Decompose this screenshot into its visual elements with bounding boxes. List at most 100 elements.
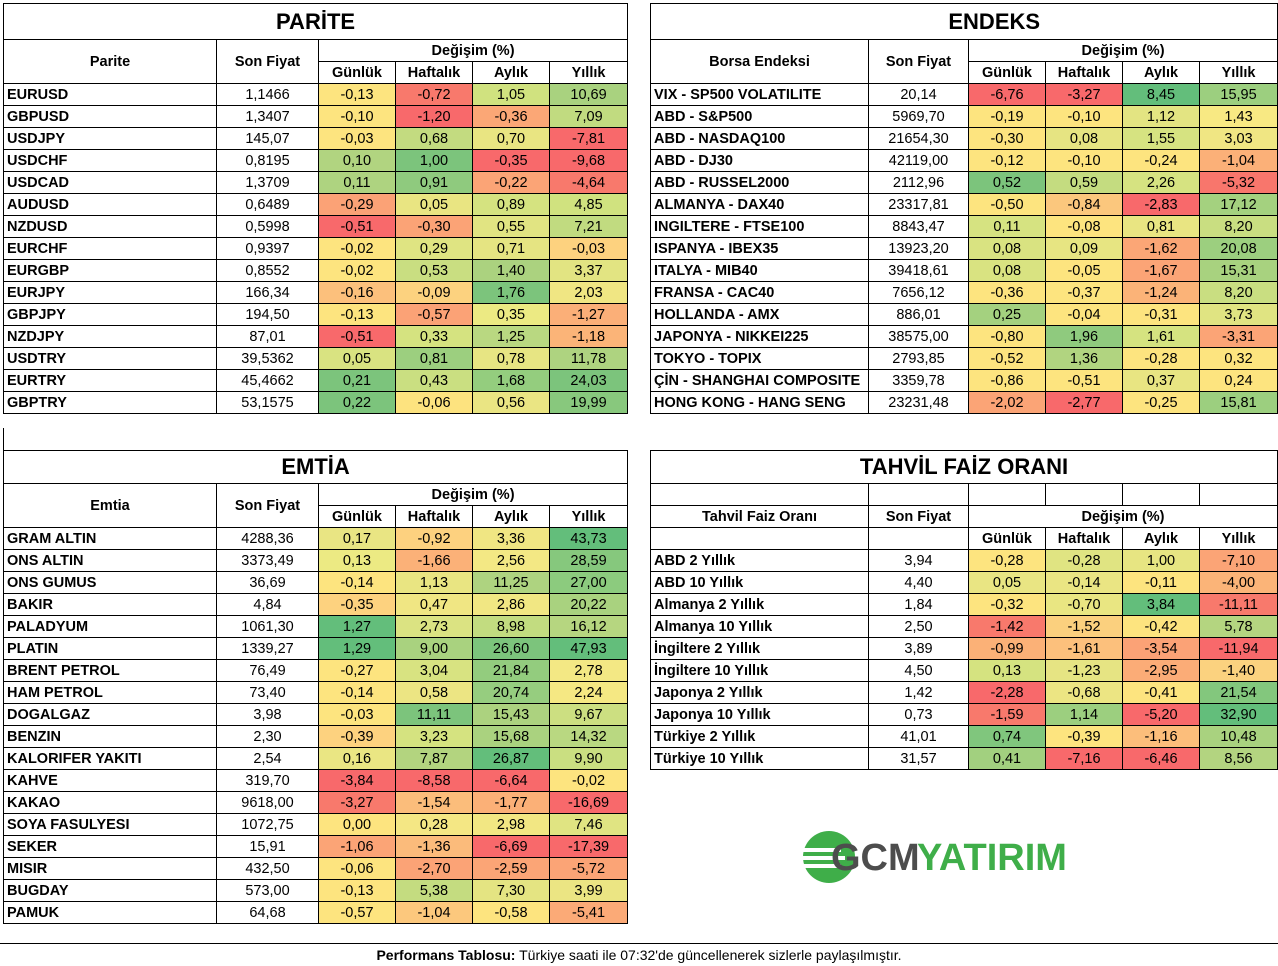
- change-header: Değişim (%): [317, 39, 629, 62]
- blank-cell: [968, 483, 1046, 506]
- last-price: 0,73: [868, 703, 969, 726]
- row-name: ONS ALTIN: [3, 549, 217, 572]
- monthly-change: 0,56: [472, 391, 550, 414]
- yearly-change: 9,90: [548, 747, 629, 770]
- row-name: MISIR: [3, 857, 217, 880]
- table-row: GBPUSD 1,3407 -0,10 -1,20 -0,36 7,09: [3, 105, 629, 128]
- row-name: Türkiye 10 Yıllık: [650, 747, 869, 770]
- last-price: 4,40: [868, 571, 969, 594]
- table-row: Türkiye 2 Yıllık 41,01 0,74 -0,39 -1,16 10,48: [650, 725, 1278, 748]
- weekly-change: -0,05: [1045, 259, 1123, 282]
- daily-change: -0,39: [318, 725, 396, 748]
- blank-cell: [868, 527, 969, 550]
- daily-change: -0,80: [968, 325, 1046, 348]
- monthly-change: -0,22: [472, 171, 550, 194]
- daily-change: -1,06: [318, 835, 396, 858]
- row-name: ABD - RUSSEL2000: [650, 171, 869, 194]
- daily-change: 0,10: [318, 149, 396, 172]
- weekly-change: 5,38: [395, 879, 473, 902]
- daily-change: -0,13: [318, 879, 396, 902]
- monthly-change: -1,16: [1122, 725, 1200, 748]
- last-price: 15,91: [216, 835, 319, 858]
- weekly-change: 0,29: [395, 237, 473, 260]
- yearly-change: 3,73: [1198, 303, 1278, 326]
- weekly-change: -0,28: [1045, 549, 1123, 572]
- yearly-change: 3,03: [1198, 127, 1278, 150]
- weekly-change: -1,36: [395, 835, 473, 858]
- daily-change: 0,13: [968, 659, 1046, 682]
- last-price: 41,01: [868, 725, 969, 748]
- table-row: INGILTERE - FTSE100 8843,47 0,11 -0,08 0,81 8…: [650, 215, 1278, 238]
- yearly-change: -1,04: [1198, 149, 1278, 172]
- weekly-header: Haftalık: [1045, 527, 1123, 550]
- daily-change: -1,42: [968, 615, 1046, 638]
- weekly-change: 1,36: [1045, 347, 1123, 370]
- table-row: ONS GUMUS 36,69 -0,14 1,13 11,25 27,00: [3, 571, 629, 594]
- row-name: AUDUSD: [3, 193, 217, 216]
- yearly-change: 20,22: [548, 593, 629, 616]
- daily-change: -0,06: [318, 857, 396, 880]
- weekly-change: 0,05: [395, 193, 473, 216]
- row-name: INGILTERE - FTSE100: [650, 215, 869, 238]
- monthly-header: Aylık: [1122, 61, 1200, 84]
- daily-header: Günlük: [318, 505, 396, 528]
- weekly-change: 0,47: [395, 593, 473, 616]
- last-price: 4288,36: [216, 527, 319, 550]
- weekly-change: -0,14: [1045, 571, 1123, 594]
- price-header: Son Fiyat: [216, 483, 319, 528]
- table-row: BUGDAY 573,00 -0,13 5,38 7,30 3,99: [3, 879, 629, 902]
- row-name: JAPONYA - NIKKEI225: [650, 325, 869, 348]
- row-name: ABD - DJ30: [650, 149, 869, 172]
- table-row: NZDJPY 87,01 -0,51 0,33 1,25 -1,18: [3, 325, 629, 348]
- yearly-change: 14,32: [548, 725, 629, 748]
- monthly-change: 8,98: [472, 615, 550, 638]
- table-row: USDCHF 0,8195 0,10 1,00 -0,35 -9,68: [3, 149, 629, 172]
- row-name: PLATIN: [3, 637, 217, 660]
- weekly-change: 0,53: [395, 259, 473, 282]
- monthly-change: 0,71: [472, 237, 550, 260]
- tahvil-panel: TAHVİL FAİZ ORANI Tahvil Faiz Oranı Son …: [649, 450, 1278, 770]
- table-row: MISIR 432,50 -0,06 -2,70 -2,59 -5,72: [3, 857, 629, 880]
- monthly-change: 0,37: [1122, 369, 1200, 392]
- table-row: HONG KONG - HANG SENG 23231,48 -2,02 -2,77-…: [650, 391, 1278, 414]
- weekly-change: -0,68: [1045, 681, 1123, 704]
- monthly-change: 3,84: [1122, 593, 1200, 616]
- yearly-change: 47,93: [548, 637, 629, 660]
- yearly-change: 8,56: [1198, 747, 1278, 770]
- last-price: 4,84: [216, 593, 319, 616]
- weekly-change: -1,52: [1045, 615, 1123, 638]
- row-name: HOLLANDA - AMX: [650, 303, 869, 326]
- yearly-change: 7,46: [548, 813, 629, 836]
- yearly-change: -7,10: [1198, 549, 1278, 572]
- logo-text-yatirim: YATIRIM: [917, 837, 1067, 879]
- daily-change: 0,00: [318, 813, 396, 836]
- monthly-change: 1,55: [1122, 127, 1200, 150]
- row-name: EURTRY: [3, 369, 217, 392]
- last-price: 23231,48: [868, 391, 969, 414]
- last-price: 7656,12: [868, 281, 969, 304]
- row-name: KAKAO: [3, 791, 217, 814]
- monthly-change: 0,70: [472, 127, 550, 150]
- table-row: KALORIFER YAKITI 2,54 0,16 7,87 26,87 9,90: [3, 747, 629, 770]
- monthly-change: 20,74: [472, 681, 550, 704]
- daily-change: 0,41: [968, 747, 1046, 770]
- weekly-header: Haftalık: [395, 61, 473, 84]
- daily-change: -0,86: [968, 369, 1046, 392]
- row-name: EURJPY: [3, 281, 217, 304]
- daily-change: -0,30: [968, 127, 1046, 150]
- weekly-change: -0,30: [395, 215, 473, 238]
- yearly-change: -0,03: [548, 237, 629, 260]
- daily-change: -0,35: [318, 593, 396, 616]
- table-row: GBPJPY 194,50 -0,13 -0,57 0,35 -1,27: [3, 303, 629, 326]
- daily-change: -0,57: [318, 901, 396, 924]
- row-name: KALORIFER YAKITI: [3, 747, 217, 770]
- daily-change: -0,29: [318, 193, 396, 216]
- row-name: İngiltere 10 Yıllık: [650, 659, 869, 682]
- table-row: ABD - DJ30 42119,00 -0,12 -0,10 -0,24 -1,04: [650, 149, 1278, 172]
- yearly-change: 43,73: [548, 527, 629, 550]
- divider: [3, 428, 4, 450]
- yearly-change: 2,03: [548, 281, 629, 304]
- daily-change: -0,19: [968, 105, 1046, 128]
- weekly-change: 3,04: [395, 659, 473, 682]
- monthly-change: 1,40: [472, 259, 550, 282]
